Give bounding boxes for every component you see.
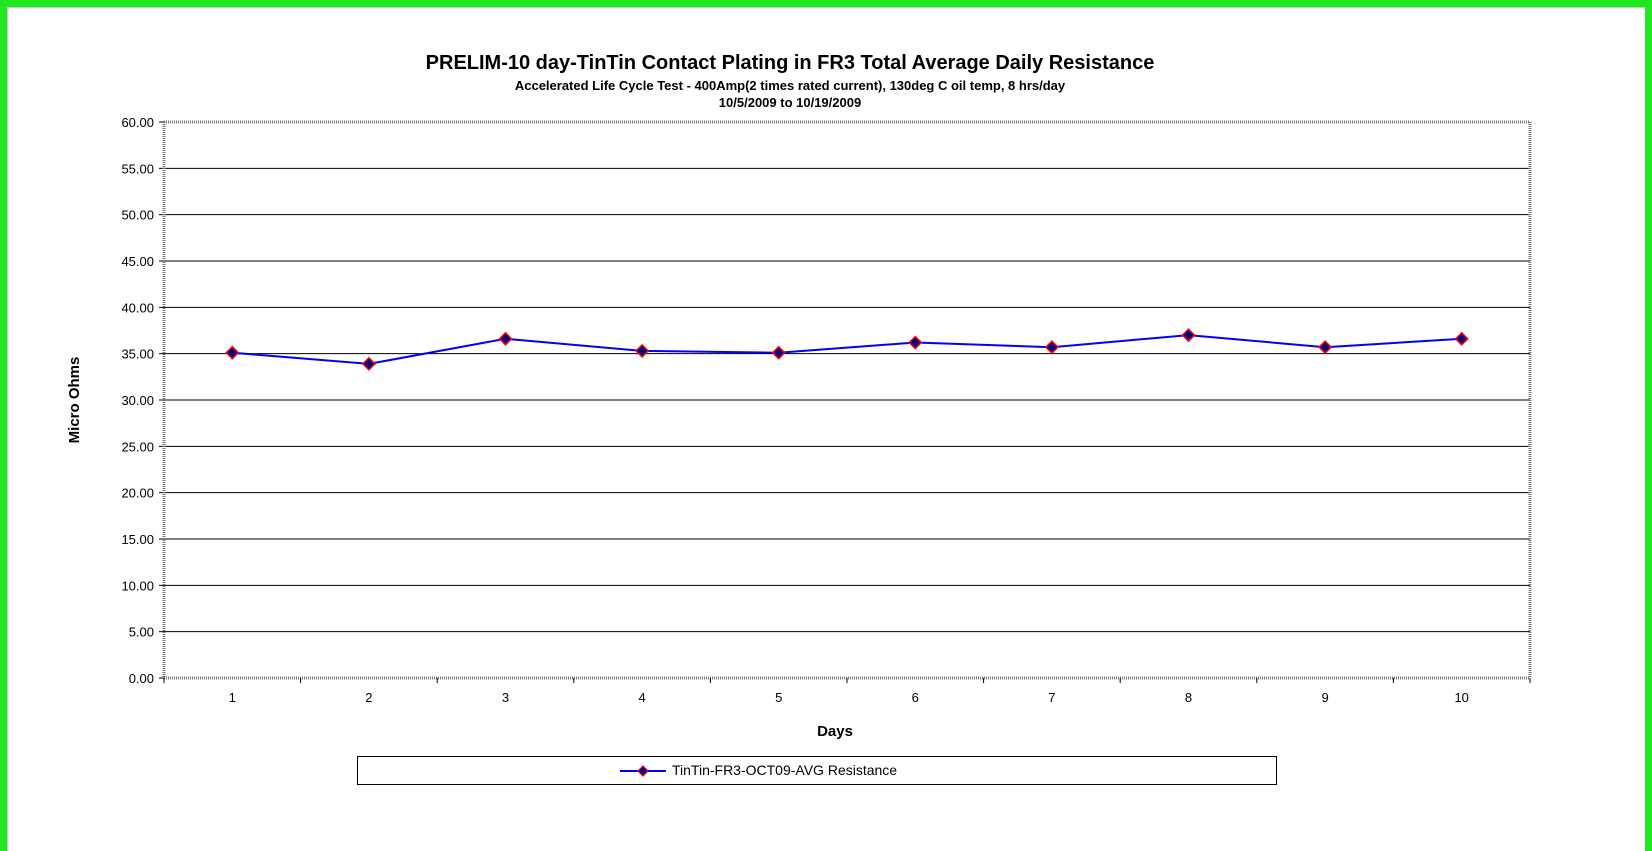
frame-inner-edge xyxy=(7,7,8,851)
y-tick-label: 60.00 xyxy=(121,115,154,130)
y-tick-label: 30.00 xyxy=(121,393,154,408)
y-tick-label: 25.00 xyxy=(121,439,154,454)
frame-inner-edge-top xyxy=(7,7,1645,8)
y-axis-title: Micro Ohms xyxy=(66,357,83,444)
x-tick-label: 3 xyxy=(502,690,509,705)
y-tick-label: 50.00 xyxy=(121,208,154,223)
data-point-marker xyxy=(498,331,513,346)
data-point-marker xyxy=(908,335,923,350)
x-tick-label: 4 xyxy=(638,690,645,705)
x-tick-label: 1 xyxy=(229,690,236,705)
x-tick-label: 9 xyxy=(1321,690,1328,705)
y-tick-label: 0.00 xyxy=(129,671,154,686)
x-tick-label: 2 xyxy=(365,690,372,705)
chart-subtitle: Accelerated Life Cycle Test - 400Amp(2 t… xyxy=(514,78,1066,93)
data-point-marker xyxy=(635,343,650,358)
y-tick-label: 40.00 xyxy=(121,300,154,315)
series-line xyxy=(232,334,1462,365)
y-tick-label: 10.00 xyxy=(121,578,154,593)
x-tick-label: 5 xyxy=(775,690,782,705)
chart-date-range: 10/5/2009 to 10/19/2009 xyxy=(718,95,862,110)
x-tick-label: 7 xyxy=(1048,690,1055,705)
data-point-marker xyxy=(1181,328,1196,343)
x-tick-label: 6 xyxy=(912,690,919,705)
legend-series-label: TinTin-FR3-OCT09-AVG Resistance xyxy=(672,762,898,778)
y-tick-label: 15.00 xyxy=(121,532,154,547)
legend-swatch-icon xyxy=(620,765,666,777)
x-axis-title: Days xyxy=(817,723,853,740)
data-point-marker xyxy=(1318,340,1333,355)
data-point-marker xyxy=(771,345,786,360)
y-tick-label: 35.00 xyxy=(121,347,154,362)
y-tick-label: 20.00 xyxy=(121,486,154,501)
data-point-marker xyxy=(225,345,240,360)
data-point-marker xyxy=(361,356,376,371)
x-tick-label: 8 xyxy=(1185,690,1192,705)
y-tick-label: 45.00 xyxy=(121,254,154,269)
y-tick-label: 55.00 xyxy=(121,161,154,176)
legend: TinTin-FR3-OCT09-AVG Resistance xyxy=(357,756,1277,785)
x-tick-label: 10 xyxy=(1454,690,1468,705)
data-point-marker xyxy=(1454,331,1469,346)
y-tick-label: 5.00 xyxy=(129,625,154,640)
chart-title: PRELIM-10 day-TinTin Contact Plating in … xyxy=(425,52,1155,74)
data-point-marker xyxy=(1044,340,1059,355)
